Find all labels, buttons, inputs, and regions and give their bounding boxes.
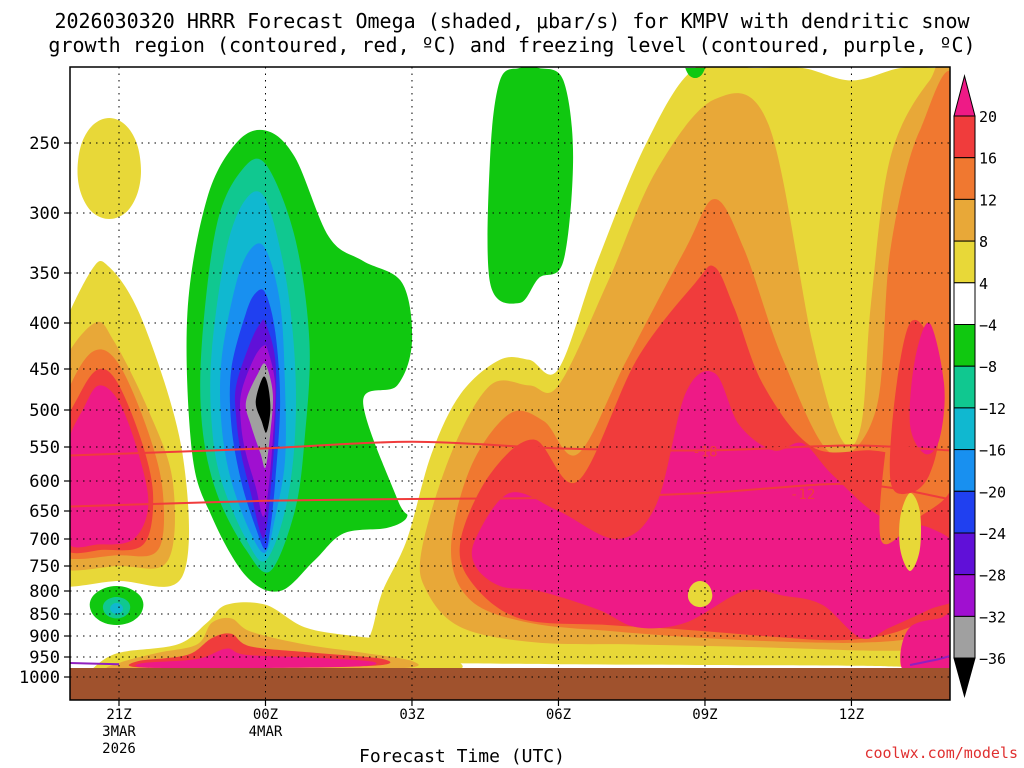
chart-title-line-1: 2026030320 HRRR Forecast Omega (shaded, … xyxy=(54,9,970,33)
colorbar-arrow-top xyxy=(953,74,976,117)
x-tick-year-21Z: 2026 xyxy=(102,741,136,757)
colorbar-label-9: −20 xyxy=(979,483,1006,501)
x-tick-label-03Z: 03Z xyxy=(399,707,424,723)
x-tick-date-00Z: 4MAR xyxy=(249,724,283,740)
y-tick-label-600: 600 xyxy=(29,472,60,492)
colorbar-swatch-1 xyxy=(953,115,976,159)
omega-region-29 xyxy=(255,376,271,433)
y-tick-label-650: 650 xyxy=(29,502,60,522)
omega-region-10 xyxy=(687,581,713,608)
contour-label-1: -12 xyxy=(790,487,815,503)
chart-title-line-2: growth region (contoured, red, ºC) and f… xyxy=(48,33,976,57)
contour-dendritic-1 xyxy=(70,482,950,508)
contour-freezing-3 xyxy=(909,655,950,666)
colorbar-swatch-13 xyxy=(953,615,976,659)
y-tick-label-300: 300 xyxy=(29,204,60,224)
temperature-contours: -18 -12 xyxy=(70,440,950,666)
ground-layer xyxy=(70,668,950,700)
plot-frame xyxy=(69,66,951,701)
omega-region-30 xyxy=(487,67,574,304)
y-tick-label-850: 850 xyxy=(29,605,60,625)
colorbar-label-7: −12 xyxy=(979,400,1006,418)
omega-region-14 xyxy=(135,648,377,669)
colorbar-label-5: −4 xyxy=(979,317,997,335)
colorbar-arrow-bottom xyxy=(953,657,976,698)
colorbar-swatch-2 xyxy=(953,157,976,200)
y-tick-label-800: 800 xyxy=(29,582,60,602)
colorbar: 20 16 12 8 4 −4 −8 −12 −16 −20 −24 −28 −32 −36 xyxy=(953,74,1006,698)
colorbar-swatch-8 xyxy=(953,407,976,451)
colorbar-swatch-4 xyxy=(953,240,976,284)
colorbar-label-6: −8 xyxy=(979,358,997,376)
colorbar-swatch-10 xyxy=(953,490,976,534)
x-tick-label-09Z: 09Z xyxy=(692,707,717,723)
credit-link[interactable]: coolwx.com/models xyxy=(864,744,1018,762)
y-tick-label-950: 950 xyxy=(29,648,60,668)
colorbar-label-2: 12 xyxy=(979,191,997,209)
colorbar-swatch-7 xyxy=(953,365,976,409)
colorbar-swatch-5 xyxy=(953,282,976,325)
colorbar-label-12: −32 xyxy=(979,608,1006,626)
colorbar-label-3: 8 xyxy=(979,233,988,251)
omega-region-8 xyxy=(909,322,945,455)
y-tick-label-700: 700 xyxy=(29,530,60,550)
colorbar-swatch-9 xyxy=(953,449,976,492)
y-tick-label-400: 400 xyxy=(29,314,60,334)
x-tick-label-00Z: 00Z xyxy=(253,707,278,723)
colorbar-label-4: 4 xyxy=(979,275,988,293)
omega-region-15 xyxy=(77,118,141,220)
x-tick-date-21Z: 3MAR xyxy=(102,724,136,740)
colorbar-swatch-12 xyxy=(953,574,976,617)
colorbar-label-10: −24 xyxy=(979,525,1006,543)
y-tick-label-350: 350 xyxy=(29,264,60,284)
y-tick-label-250: 250 xyxy=(29,134,60,154)
y-tick-label-1000: 1000 xyxy=(19,668,60,688)
y-tick-label-550: 550 xyxy=(29,438,60,458)
contour-label-0: -18 xyxy=(692,444,717,460)
y-axis: 2503003504004505005506006507007508008509… xyxy=(19,134,70,688)
omega-region-4 xyxy=(471,371,950,639)
y-tick-label-900: 900 xyxy=(29,627,60,647)
colorbar-swatch-6 xyxy=(953,324,976,367)
colorbar-label-13: −36 xyxy=(979,650,1006,668)
omega-region-34 xyxy=(110,602,123,614)
x-axis-title: Forecast Time (UTC) xyxy=(359,746,565,767)
colorbar-label-0: 20 xyxy=(979,108,997,126)
colorbar-label-1: 16 xyxy=(979,150,997,168)
omega-region-9 xyxy=(899,492,921,571)
contour-dendritic-0 xyxy=(70,440,950,457)
y-tick-label-500: 500 xyxy=(29,401,60,421)
x-tick-label-06Z: 06Z xyxy=(546,707,571,723)
colorbar-label-8: −16 xyxy=(979,442,1006,460)
y-tick-label-450: 450 xyxy=(29,360,60,380)
colorbar-swatch-11 xyxy=(953,532,976,576)
colorbar-swatch-3 xyxy=(953,198,976,242)
x-tick-label-12Z: 12Z xyxy=(839,707,864,723)
omega-region-31 xyxy=(685,67,705,78)
grid-lines xyxy=(70,67,950,700)
colorbar-label-11: −28 xyxy=(979,567,1006,585)
y-tick-label-750: 750 xyxy=(29,557,60,577)
x-tick-label-21Z: 21Z xyxy=(106,707,131,723)
